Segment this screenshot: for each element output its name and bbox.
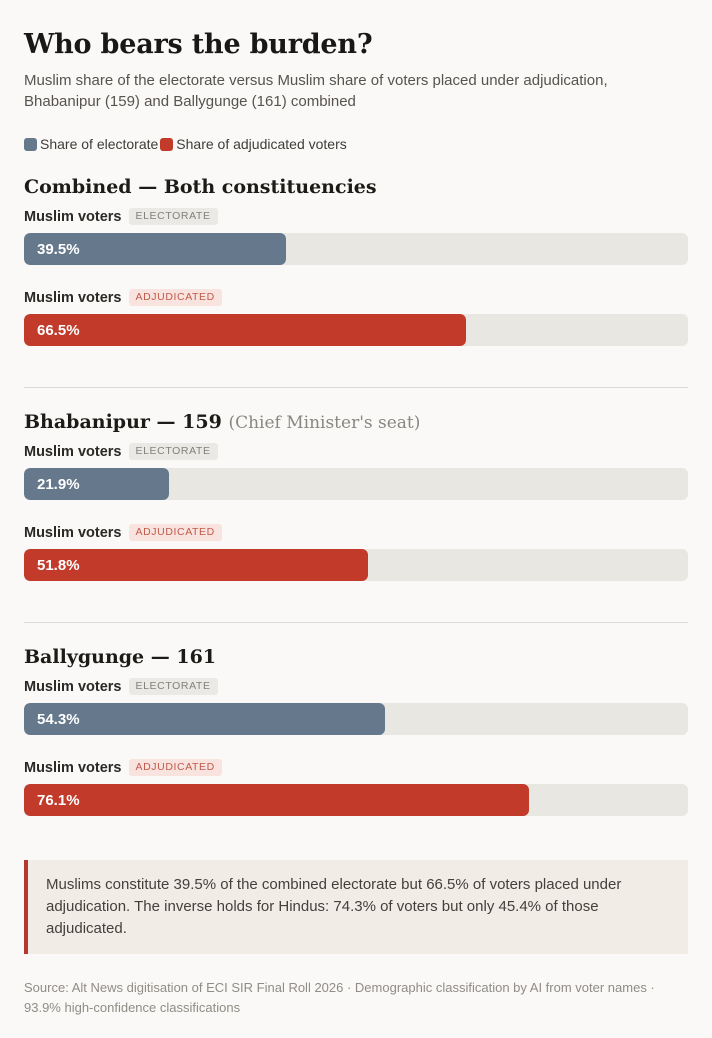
adjudicated-badge: ADJUDICATED xyxy=(128,759,222,776)
adjudicated-bar-track: 51.8% xyxy=(24,549,688,581)
section-title-text: Ballygunge — 161 xyxy=(24,646,217,668)
section-bhabanipur: Bhabanipur — 159 (Chief Minister's seat)… xyxy=(24,413,688,581)
adjudicated-bar-fill: 76.1% xyxy=(24,784,530,816)
section-title-text: Bhabanipur — 159 xyxy=(24,411,222,433)
electorate-badge: ELECTORATE xyxy=(128,678,218,695)
section-title-suffix: (Chief Minister's seat) xyxy=(228,413,421,433)
bar-value: 66.5% xyxy=(37,321,80,339)
bar-value: 21.9% xyxy=(37,475,80,493)
adjudicated-badge: ADJUDICATED xyxy=(128,289,222,306)
electorate-badge: ELECTORATE xyxy=(128,443,218,460)
section-title: Bhabanipur — 159 (Chief Minister's seat) xyxy=(24,413,688,433)
callout-text: Muslims constitute 39.5% of the combined… xyxy=(46,876,622,937)
electorate-bar-track: 54.3% xyxy=(24,703,688,735)
adjudicated-swatch-icon xyxy=(160,137,174,151)
adjudicated-badge: ADJUDICATED xyxy=(128,524,222,541)
bar-label-row: Muslim voters ELECTORATE xyxy=(24,678,688,695)
section-title-text: Combined — Both constituencies xyxy=(24,176,377,198)
bar-label-row: Muslim voters ADJUDICATED xyxy=(24,524,688,541)
bar-group-label: Muslim voters xyxy=(24,289,122,306)
bar-label-row: Muslim voters ELECTORATE xyxy=(24,208,688,225)
section-divider xyxy=(24,387,688,388)
source-note: Source: Alt News digitisation of ECI SIR… xyxy=(24,980,655,1015)
electorate-badge: ELECTORATE xyxy=(128,208,218,225)
bar-value: 39.5% xyxy=(37,240,80,258)
adjudicated-bar-fill: 51.8% xyxy=(24,549,368,581)
adjudicated-bar-track: 76.1% xyxy=(24,784,688,816)
electorate-bar-fill: 54.3% xyxy=(24,703,385,735)
bar-label-row: Muslim voters ADJUDICATED xyxy=(24,759,688,776)
legend: Share of electorate Share of adjudicated… xyxy=(24,136,688,152)
bar-group-label: Muslim voters xyxy=(24,524,122,541)
bar-value: 76.1% xyxy=(37,791,80,809)
adjudicated-bar-fill: 66.5% xyxy=(24,314,466,346)
callout-note: Muslims constitute 39.5% of the combined… xyxy=(24,860,688,954)
bar-group-label: Muslim voters xyxy=(24,678,122,695)
electorate-bar-fill: 39.5% xyxy=(24,233,287,265)
legend-label-electorate: Share of electorate xyxy=(40,136,159,152)
electorate-swatch-icon xyxy=(24,137,37,151)
electorate-bar-fill: 21.9% xyxy=(24,468,170,500)
bar-label-row: Muslim voters ELECTORATE xyxy=(24,443,688,460)
legend-label-adjudicated: Share of adjudicated voters xyxy=(176,136,347,152)
adjudicated-bar-track: 66.5% xyxy=(24,314,688,346)
bar-group-label: Muslim voters xyxy=(24,208,122,225)
bar-group-label: Muslim voters xyxy=(24,443,122,460)
page-title: Who bears the burden? xyxy=(24,29,373,60)
section-combined: Combined — Both constituencies Muslim vo… xyxy=(24,178,688,346)
section-title: Ballygunge — 161 xyxy=(24,648,688,668)
electorate-bar-track: 39.5% xyxy=(24,233,688,265)
bar-value: 54.3% xyxy=(37,710,80,728)
legend-item-adjudicated: Share of adjudicated voters xyxy=(160,136,347,152)
bar-value: 51.8% xyxy=(37,556,80,574)
section-title: Combined — Both constituencies xyxy=(24,178,688,198)
legend-item-electorate: Share of electorate xyxy=(24,136,158,152)
section-divider xyxy=(24,622,688,623)
section-ballygunge: Ballygunge — 161 Muslim voters ELECTORAT… xyxy=(24,648,688,816)
bar-group-label: Muslim voters xyxy=(24,759,122,776)
page-subtitle: Muslim share of the electorate versus Mu… xyxy=(24,72,608,110)
bar-label-row: Muslim voters ADJUDICATED xyxy=(24,289,688,306)
electorate-bar-track: 21.9% xyxy=(24,468,688,500)
